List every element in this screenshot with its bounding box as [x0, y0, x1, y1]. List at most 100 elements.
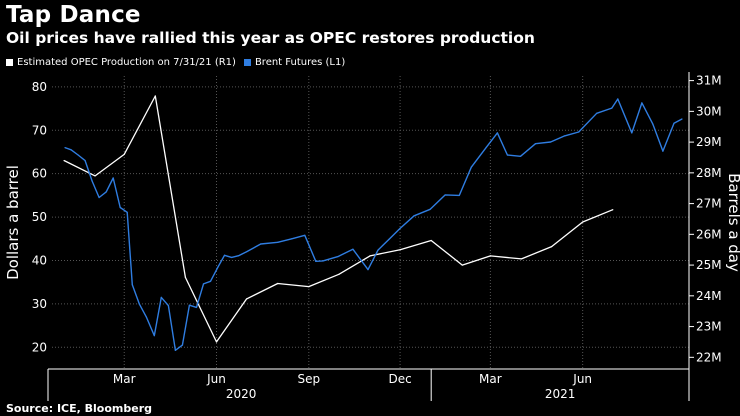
data-point-brent	[188, 304, 191, 306]
legend-item-opec: Estimated OPEC Production on 7/31/21 (R1…	[6, 57, 236, 68]
data-point-opec	[94, 175, 96, 177]
left-axis-tick-label: 80	[32, 80, 47, 94]
data-point-opec	[63, 159, 65, 162]
x-axis-year-label: 2021	[545, 387, 576, 401]
data-point-opec	[520, 258, 523, 260]
data-point-brent	[485, 146, 487, 148]
data-point-brent	[105, 191, 107, 193]
left-axis-tick-label: 50	[32, 210, 47, 224]
data-point-brent	[167, 305, 169, 307]
left-axis-tick-label: 60	[32, 167, 47, 181]
data-point-brent	[496, 132, 498, 134]
data-point-brent	[145, 316, 147, 318]
left-axis-tick-label: 20	[32, 340, 47, 354]
data-point-opec	[582, 221, 584, 223]
data-point-brent	[611, 107, 613, 109]
x-axis-tick-label: Jun	[572, 372, 592, 386]
left-axis-title: Dollars a barrel	[4, 165, 22, 280]
data-point-brent	[209, 280, 212, 282]
data-point-brent	[230, 256, 233, 259]
data-point-brent	[202, 283, 205, 285]
data-point-brent	[181, 344, 184, 346]
data-point-brent	[195, 306, 198, 308]
right-axis-tick-label: 23M	[696, 320, 722, 334]
data-point-brent	[578, 131, 580, 133]
legend-swatch-opec	[6, 59, 13, 66]
data-point-brent	[519, 155, 522, 157]
legend-label-opec: Estimated OPEC Production on 7/31/21 (R1…	[17, 57, 236, 68]
data-point-opec	[612, 209, 614, 211]
data-point-brent	[315, 260, 317, 262]
data-point-opec	[184, 276, 187, 278]
data-point-brent	[429, 208, 431, 210]
right-axis-title: Barrels a day	[725, 173, 740, 272]
data-point-brent	[506, 154, 509, 156]
right-axis-tick-label: 29M	[696, 135, 722, 149]
data-point-brent	[216, 267, 219, 269]
data-point-brent	[126, 211, 128, 213]
right-axis-tick-label: 24M	[696, 289, 722, 303]
data-point-brent	[112, 177, 114, 179]
data-point-opec	[461, 264, 463, 266]
data-point-brent	[153, 334, 155, 337]
chart-title: Tap Dance	[6, 2, 141, 28]
data-point-brent	[631, 132, 633, 134]
x-axis-year-label: 2020	[226, 387, 257, 401]
series-line-opec	[63, 95, 614, 343]
data-point-brent	[70, 149, 72, 151]
data-point-brent	[98, 196, 100, 199]
data-point-opec	[369, 255, 371, 257]
data-point-brent	[564, 135, 566, 137]
data-point-opec	[123, 153, 125, 155]
data-point-brent	[352, 248, 354, 250]
data-point-brent	[119, 206, 121, 209]
data-point-opec	[430, 239, 432, 242]
data-point-opec	[215, 341, 218, 343]
data-point-opec	[338, 273, 340, 275]
legend-label-brent: Brent Futures (L1)	[254, 57, 346, 68]
data-point-brent	[277, 241, 279, 243]
data-point-opec	[277, 282, 279, 285]
data-point-brent	[662, 150, 664, 152]
data-point-brent	[367, 268, 369, 271]
data-point-brent	[138, 303, 140, 305]
right-axis-tick-label: 30M	[696, 104, 722, 118]
x-axis-tick-label: Mar	[113, 372, 136, 386]
right-axis-tick-label: 27M	[696, 197, 722, 211]
chart-subtitle: Oil prices have rallied this year as OPE…	[6, 29, 535, 47]
legend-item-brent: Brent Futures (L1)	[243, 57, 346, 68]
legend: Estimated OPEC Production on 7/31/21 (R1…	[6, 57, 353, 68]
data-point-brent	[681, 118, 683, 120]
source-note: Source: ICE, Bloomberg	[6, 402, 152, 415]
x-axis-tick-label: Mar	[479, 372, 502, 386]
data-point-brent	[77, 154, 79, 156]
series-line-brent	[64, 98, 683, 351]
right-axis-tick-label: 31M	[696, 74, 722, 88]
left-axis-tick-label: 30	[32, 297, 47, 311]
data-point-brent	[399, 227, 401, 229]
data-point-brent	[64, 147, 66, 149]
data-point-opec	[489, 255, 491, 257]
data-point-opec	[308, 286, 310, 288]
right-axis-tick-label: 22M	[696, 350, 722, 364]
data-point-brent	[131, 284, 133, 286]
data-point-brent	[673, 122, 675, 124]
data-point-brent	[237, 255, 240, 257]
data-point-opec	[399, 249, 401, 251]
data-point-brent	[549, 141, 552, 143]
data-point-brent	[413, 215, 415, 217]
data-point-brent	[322, 260, 324, 262]
data-point-brent	[304, 234, 306, 236]
data-point-brent	[260, 243, 262, 245]
data-point-brent	[291, 238, 293, 240]
right-axis-tick-label: 25M	[696, 258, 722, 272]
data-point-brent	[596, 112, 598, 114]
data-point-brent	[174, 349, 176, 351]
data-point-brent	[84, 160, 86, 162]
data-point-opec	[246, 298, 248, 300]
x-axis-tick-label: Sep	[297, 372, 320, 386]
data-point-brent	[223, 254, 226, 256]
left-axis-tick-label: 70	[32, 123, 47, 137]
data-point-brent	[160, 296, 162, 298]
data-point-brent	[337, 255, 339, 258]
